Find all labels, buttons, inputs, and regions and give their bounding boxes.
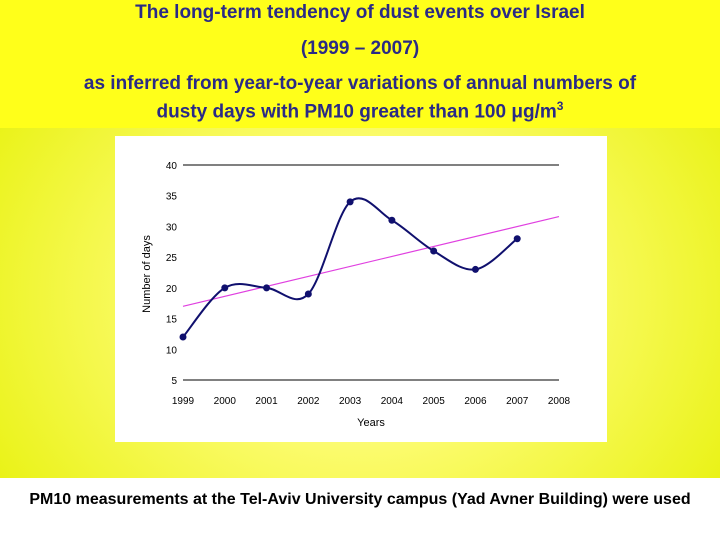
- slide-subtitle: as inferred from year-to-year variations…: [0, 73, 720, 123]
- y-tick-label: 25: [166, 253, 178, 264]
- x-tick-label: 2003: [339, 396, 362, 407]
- y-tick-label: 35: [166, 192, 178, 203]
- x-tick-label: 2008: [548, 396, 571, 407]
- series-line: [182, 197, 518, 338]
- x-tick-label: 2005: [423, 396, 446, 407]
- x-tick-label: 2007: [506, 396, 529, 407]
- data-point: [304, 290, 312, 298]
- data-point: [388, 216, 396, 224]
- data-point: [513, 235, 521, 243]
- y-tick-label: 15: [166, 315, 178, 326]
- y-tick-labels: 40 35 30 25 20 15 10 5: [166, 161, 178, 387]
- subtitle-unit: μg/m: [511, 101, 557, 123]
- x-tick-labels: 1999 2000 2001 2002 2003 2004 2005 2006 2007 2008: [172, 396, 571, 407]
- series-layer: [179, 197, 521, 341]
- grid-layer: [183, 164, 559, 381]
- slide-period: (1999 – 2007): [300, 38, 420, 59]
- data-point: [179, 333, 187, 341]
- x-tick-label: 2001: [255, 396, 278, 407]
- x-tick-label: 2006: [464, 396, 487, 407]
- x-tick-label: 2002: [297, 396, 320, 407]
- y-tick-label: 30: [166, 222, 178, 233]
- data-point: [221, 284, 229, 292]
- y-tick-label: 20: [166, 284, 178, 295]
- footer-note: PM10 measurements at the Tel-Aviv Univer…: [0, 478, 720, 540]
- trend-line: [182, 216, 560, 307]
- x-tick-label: 2000: [214, 396, 237, 407]
- slide-header: The long-term tendency of dust events ov…: [0, 0, 720, 128]
- data-point: [471, 265, 479, 273]
- y-tick-label: 5: [171, 376, 177, 387]
- dust-days-line-chart: 40 35 30 25 20 15 10 5 1999 2000 2001 2002 2003 2004…: [141, 161, 571, 429]
- trend-layer: [182, 216, 560, 307]
- subtitle-line-2: dusty days with PM10 greater than 100: [156, 101, 512, 123]
- subtitle-unit-exponent: 3: [556, 99, 564, 113]
- y-tick-label: 40: [166, 161, 178, 172]
- y-axis-label: Number of days: [141, 235, 153, 313]
- subtitle-line-1: as inferred from year-to-year variations…: [83, 73, 637, 94]
- x-tick-label: 2004: [381, 396, 404, 407]
- slide-title: The long-term tendency of dust events ov…: [135, 2, 585, 23]
- data-point: [263, 284, 271, 292]
- data-point: [346, 198, 354, 206]
- x-axis-label: Years: [357, 417, 385, 429]
- y-tick-label: 10: [166, 345, 178, 356]
- data-point: [430, 247, 438, 255]
- x-tick-label: 1999: [172, 396, 195, 407]
- chart-panel: 40 35 30 25 20 15 10 5 1999 2000 2001 2002 2003 2004…: [115, 136, 607, 442]
